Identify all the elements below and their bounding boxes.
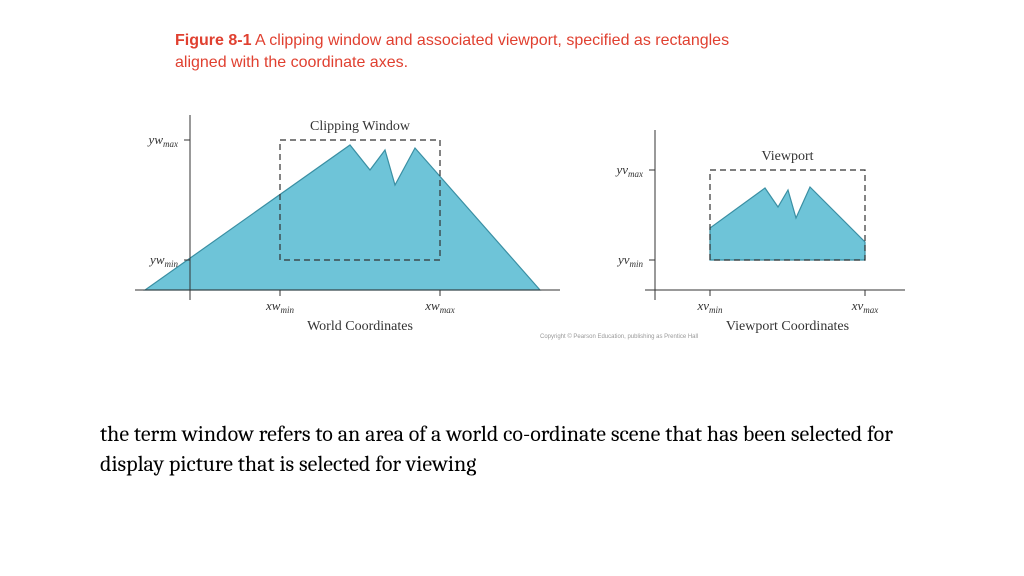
left-panel: Clipping Window World Coordinates xwmin …: [135, 115, 560, 334]
diagram: Clipping Window World Coordinates xwmin …: [110, 90, 910, 370]
viewport-coordinates-label: Viewport Coordinates: [726, 319, 849, 334]
svg-text:xvmax: xvmax: [851, 298, 879, 315]
figure-label: Figure 8-1: [175, 32, 251, 49]
right-panel: Viewport Viewport Coordinates xvmin xvma…: [614, 130, 905, 334]
viewport-mountain: [710, 187, 865, 260]
copyright-tiny: Copyright © Pearson Education, publishin…: [540, 333, 698, 340]
svg-text:xwmax: xwmax: [424, 298, 454, 315]
svg-text:xvmin: xvmin: [696, 298, 723, 315]
figure-caption: Figure 8-1 A clipping window and associa…: [175, 30, 735, 73]
body-paragraph: the term window refers to an area of a w…: [100, 420, 920, 479]
world-coordinates-label: World Coordinates: [307, 319, 413, 334]
clipping-window-title: Clipping Window: [310, 119, 411, 134]
viewport-title: Viewport: [761, 149, 813, 164]
svg-text:yvmin: yvmin: [616, 252, 644, 269]
svg-text:yvmax: yvmax: [614, 162, 643, 179]
world-mountain: [145, 145, 540, 290]
svg-text:ywmin: ywmin: [148, 252, 178, 269]
svg-text:xwmin: xwmin: [265, 298, 294, 315]
figure-caption-text: A clipping window and associated viewpor…: [175, 32, 729, 71]
svg-text:ywmax: ywmax: [147, 132, 178, 149]
